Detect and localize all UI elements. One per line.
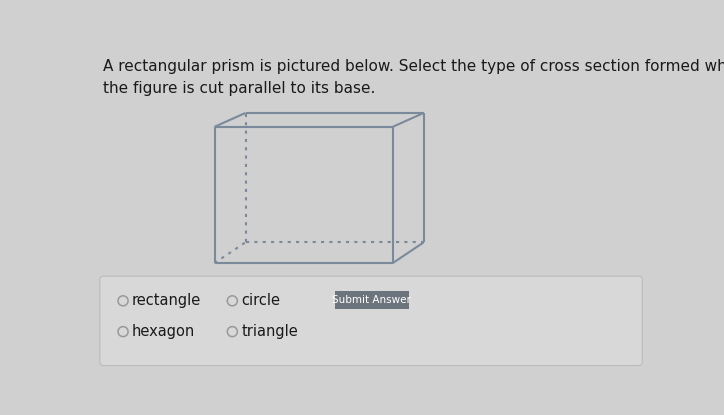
Text: rectangle: rectangle — [132, 293, 201, 308]
Text: circle: circle — [241, 293, 280, 308]
FancyBboxPatch shape — [334, 291, 409, 309]
Text: triangle: triangle — [241, 324, 298, 339]
FancyBboxPatch shape — [100, 276, 642, 366]
Text: hexagon: hexagon — [132, 324, 195, 339]
Text: A rectangular prism is pictured below. Select the type of cross section formed w: A rectangular prism is pictured below. S… — [103, 59, 724, 95]
Text: Submit Answer: Submit Answer — [332, 295, 411, 305]
